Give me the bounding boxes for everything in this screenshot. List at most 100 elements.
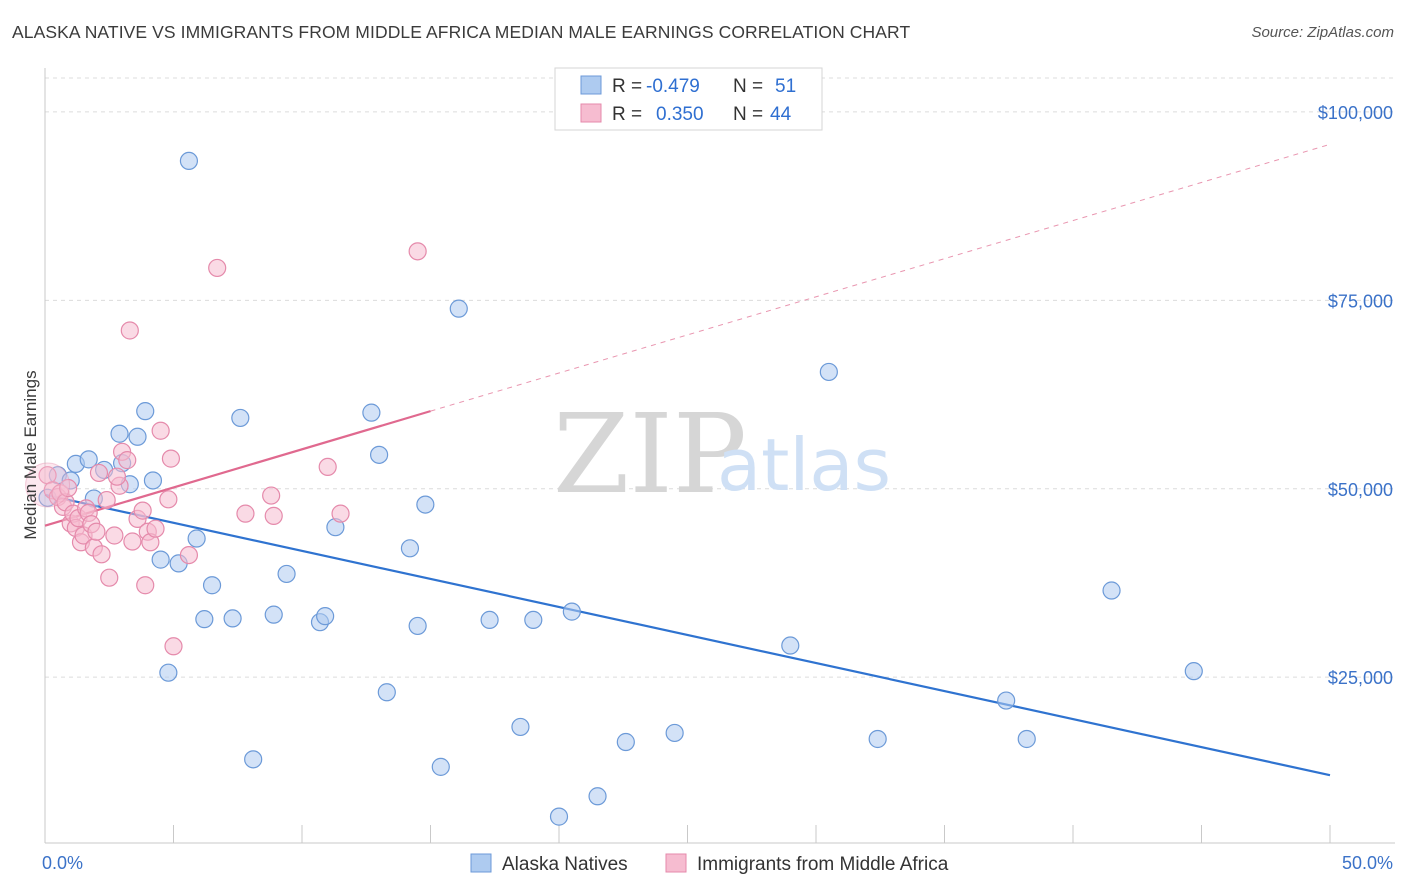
point-alaska-natives	[195, 610, 214, 629]
point-middle-africa	[59, 478, 78, 498]
point-alaska-natives	[179, 151, 199, 171]
point-middle-africa	[331, 504, 350, 523]
point-middle-africa	[92, 545, 111, 564]
point-alaska-natives	[362, 403, 381, 422]
point-alaska-natives	[868, 729, 887, 749]
point-alaska-natives	[1017, 729, 1036, 749]
point-alaska-natives	[187, 529, 206, 548]
point-alaska-natives	[277, 564, 296, 584]
point-middle-africa	[164, 637, 183, 656]
watermark-atlas: atlas	[717, 423, 891, 507]
point-middle-africa	[208, 258, 227, 278]
x-tick-labels: 0.0% 50.0%	[42, 853, 1393, 873]
point-alaska-natives	[549, 807, 569, 826]
point-middle-africa	[120, 321, 139, 340]
x-tick-label: 0.0%	[42, 853, 83, 873]
legend-n-label-1: N =	[733, 76, 763, 97]
point-alaska-natives	[400, 539, 420, 558]
axes	[44, 68, 1395, 844]
legend-r-label-1: R =	[612, 76, 642, 97]
point-alaska-natives	[79, 450, 98, 469]
series-legend-label-pink: Immigrants from Middle Africa	[697, 854, 949, 875]
point-middle-africa	[262, 486, 281, 505]
gridlines	[45, 77, 1395, 678]
trend-line-middle-africa-extension	[430, 143, 1331, 412]
point-alaska-natives	[781, 636, 800, 655]
point-middle-africa	[136, 576, 155, 595]
point-alaska-natives	[997, 691, 1016, 710]
series-legend-swatch-blue	[470, 853, 492, 873]
legend-swatch-pink	[580, 103, 602, 123]
point-alaska-natives	[1102, 581, 1121, 600]
point-alaska-natives	[1184, 662, 1203, 681]
point-alaska-natives	[562, 602, 581, 621]
point-alaska-natives	[616, 732, 635, 752]
y-tick-label: $75,000	[1328, 291, 1393, 311]
stats-legend: R = -0.479 N = 51 R = 0.350 N = 44	[554, 67, 823, 131]
legend-r-value-2: 0.350	[656, 104, 704, 125]
point-alaska-natives	[151, 550, 170, 569]
series-legend: Alaska Natives Immigrants from Middle Af…	[470, 853, 949, 875]
point-middle-africa	[318, 457, 337, 477]
point-alaska-natives	[588, 787, 607, 806]
y-tick-label: $50,000	[1328, 480, 1393, 500]
point-alaska-natives	[377, 683, 396, 702]
legend-n-value-2: 44	[770, 104, 792, 125]
point-alaska-natives	[370, 445, 389, 464]
point-alaska-natives	[128, 427, 147, 446]
point-middle-africa	[87, 522, 106, 541]
point-middle-africa	[151, 421, 170, 440]
trend-line-alaska-natives	[44, 493, 1331, 777]
legend-n-value-1: 51	[775, 76, 796, 97]
point-middle-africa-cluster	[25, 462, 71, 508]
point-alaska-natives	[110, 424, 129, 443]
point-middle-africa	[97, 490, 116, 510]
point-middle-africa	[123, 532, 142, 551]
point-middle-africa	[107, 467, 127, 486]
y-tick-label: $25,000	[1328, 668, 1393, 688]
data-points	[25, 151, 1203, 826]
watermark: ZIP atlas	[553, 390, 891, 518]
point-alaska-natives	[449, 299, 468, 318]
point-alaska-natives	[244, 750, 263, 769]
point-alaska-natives	[264, 605, 283, 624]
point-middle-africa	[408, 242, 427, 261]
point-alaska-natives	[524, 610, 543, 630]
point-middle-africa	[146, 519, 165, 538]
legend-n-label-2: N =	[733, 104, 763, 125]
y-tick-labels: $100,000 $75,000 $50,000 $25,000	[1318, 103, 1393, 688]
point-alaska-natives	[819, 362, 838, 382]
point-middle-africa	[89, 463, 109, 483]
point-middle-africa	[105, 526, 124, 545]
legend-r-label-2: R =	[612, 104, 642, 125]
series-legend-label-blue: Alaska Natives	[502, 854, 628, 875]
point-alaska-natives	[136, 402, 155, 421]
chart-source: Source: ZipAtlas.com	[1251, 24, 1394, 41]
point-alaska-natives	[316, 607, 335, 626]
point-middle-africa	[100, 568, 119, 587]
point-middle-africa	[161, 449, 181, 468]
point-alaska-natives	[223, 609, 242, 628]
point-middle-africa	[179, 545, 199, 565]
y-axis-label: Median Male Earnings	[21, 370, 40, 539]
point-middle-africa	[159, 490, 178, 509]
legend-r-value-1: -0.479	[646, 76, 700, 97]
point-alaska-natives	[231, 408, 250, 428]
point-alaska-natives	[665, 723, 684, 743]
chart-title: ALASKA NATIVE VS IMMIGRANTS FROM MIDDLE …	[12, 22, 911, 42]
point-alaska-natives	[416, 495, 435, 514]
legend-swatch-blue	[580, 75, 602, 95]
point-middle-africa	[264, 506, 283, 525]
point-alaska-natives	[511, 717, 530, 737]
point-alaska-natives	[480, 610, 499, 630]
point-alaska-natives	[408, 616, 427, 636]
point-alaska-natives	[159, 663, 178, 682]
series-legend-swatch-pink	[665, 853, 687, 873]
x-tick-label: 50.0%	[1342, 853, 1393, 873]
point-middle-africa	[118, 451, 137, 470]
point-middle-africa	[133, 501, 152, 520]
point-alaska-natives	[431, 757, 450, 776]
point-alaska-natives	[143, 471, 163, 490]
point-middle-africa	[236, 504, 255, 523]
